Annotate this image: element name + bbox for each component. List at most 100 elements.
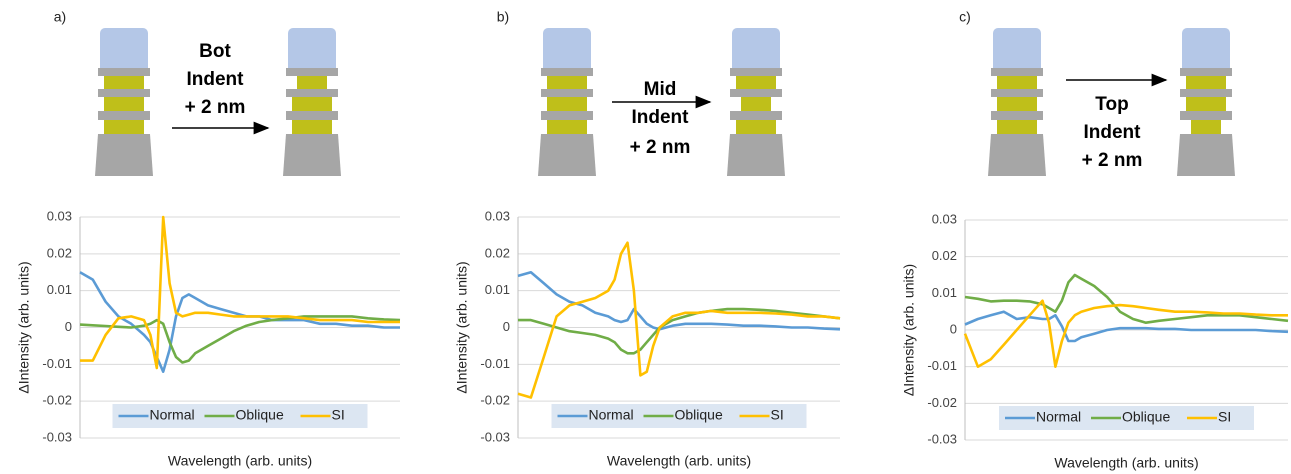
legend-label: SI bbox=[771, 407, 784, 423]
pillar-cap-base bbox=[1182, 58, 1230, 68]
series-line bbox=[518, 307, 841, 355]
pillar-layer bbox=[547, 97, 587, 111]
y-tick-label: 0 bbox=[503, 319, 510, 334]
indent-caption: Bot bbox=[199, 41, 231, 62]
pillar-layer bbox=[1186, 76, 1226, 89]
y-tick-label: -0.02 bbox=[480, 393, 510, 408]
pillar-spacer bbox=[541, 89, 593, 97]
panel-label: b) bbox=[497, 9, 509, 25]
pillar-spacer bbox=[286, 68, 338, 76]
indent-caption: Top bbox=[1095, 94, 1128, 115]
pillar-layer bbox=[997, 120, 1037, 134]
pillar-layer bbox=[297, 76, 327, 89]
pillar-layer bbox=[547, 120, 587, 134]
pillar-spacer bbox=[991, 89, 1043, 97]
pillar-layer bbox=[741, 97, 771, 111]
pillar-base bbox=[538, 134, 596, 176]
y-tick-label: -0.01 bbox=[42, 356, 72, 371]
indent-caption: + 2 nm bbox=[630, 137, 691, 158]
panel-label: a) bbox=[54, 9, 66, 25]
series-line bbox=[517, 241, 841, 399]
x-axis-label: Wavelength (arb. units) bbox=[168, 453, 312, 469]
legend-label: Normal bbox=[150, 407, 195, 423]
y-tick-label: -0.03 bbox=[42, 429, 72, 444]
y-tick-label: -0.03 bbox=[480, 429, 510, 444]
pillar-base bbox=[95, 134, 153, 176]
indent-caption: + 2 nm bbox=[185, 97, 246, 118]
series-line bbox=[79, 315, 401, 364]
pillar-layer bbox=[736, 76, 776, 89]
pillar-cap-base bbox=[993, 58, 1041, 68]
series-line bbox=[80, 215, 400, 370]
y-tick-label: -0.01 bbox=[480, 356, 510, 371]
series-line bbox=[964, 310, 1289, 343]
pillar-spacer bbox=[991, 111, 1043, 120]
pillar-spacer bbox=[730, 89, 782, 97]
series-line bbox=[79, 271, 400, 373]
y-tick-label: -0.02 bbox=[927, 395, 957, 410]
y-tick-label: -0.03 bbox=[927, 431, 957, 446]
pillar-spacer bbox=[541, 111, 593, 120]
pillar-spacer bbox=[98, 68, 150, 76]
pillar-spacer bbox=[1180, 111, 1232, 120]
legend-label: Oblique bbox=[1122, 409, 1170, 425]
pillar-spacer bbox=[1180, 89, 1232, 97]
y-tick-label: 0.01 bbox=[485, 282, 510, 297]
pillar-spacer bbox=[98, 89, 150, 97]
pillar-layer bbox=[104, 97, 144, 111]
legend-label: SI bbox=[332, 407, 345, 423]
indent-caption: + 2 nm bbox=[1082, 150, 1143, 171]
indent-caption: Indent bbox=[1084, 122, 1142, 143]
y-tick-label: 0 bbox=[65, 319, 72, 334]
series-line bbox=[963, 299, 1288, 368]
y-tick-label: 0.01 bbox=[932, 285, 957, 300]
y-axis-label: ΔIntensity (arb. units) bbox=[901, 264, 917, 396]
pillar-cap-base bbox=[288, 58, 336, 68]
y-tick-label: 0.01 bbox=[47, 282, 72, 297]
pillar-base bbox=[988, 134, 1046, 176]
series-line bbox=[517, 271, 841, 331]
pillar-spacer bbox=[98, 111, 150, 120]
pillar-spacer bbox=[730, 68, 782, 76]
pillar-base bbox=[727, 134, 785, 176]
y-tick-label: 0.03 bbox=[485, 208, 510, 223]
pillar-layer bbox=[104, 76, 144, 89]
y-axis-label: ΔIntensity (arb. units) bbox=[454, 261, 470, 393]
pillar-spacer bbox=[991, 68, 1043, 76]
legend-label: Oblique bbox=[236, 407, 284, 423]
pillar-cap-base bbox=[732, 58, 780, 68]
y-tick-label: -0.02 bbox=[42, 393, 72, 408]
x-axis-label: Wavelength (arb. units) bbox=[607, 453, 751, 469]
legend-label: Normal bbox=[1036, 409, 1081, 425]
indent-caption: Indent bbox=[187, 69, 245, 90]
pillar-spacer bbox=[286, 111, 338, 120]
y-tick-label: 0 bbox=[950, 321, 957, 336]
pillar-layer bbox=[1186, 97, 1226, 111]
series-line bbox=[964, 273, 1289, 324]
y-tick-label: -0.01 bbox=[927, 358, 957, 373]
indent-caption: Indent bbox=[632, 107, 690, 128]
y-axis-label: ΔIntensity (arb. units) bbox=[16, 261, 32, 393]
pillar-layer bbox=[104, 120, 144, 134]
pillar-spacer bbox=[286, 89, 338, 97]
pillar-layer bbox=[1191, 120, 1221, 134]
y-tick-label: 0.03 bbox=[932, 211, 957, 226]
pillar-layer bbox=[292, 97, 332, 111]
pillar-spacer bbox=[541, 68, 593, 76]
pillar-spacer bbox=[1180, 68, 1232, 76]
pillar-base bbox=[1177, 134, 1235, 176]
y-tick-label: 0.03 bbox=[47, 208, 72, 223]
y-tick-label: 0.02 bbox=[47, 245, 72, 260]
pillar-layer bbox=[997, 97, 1037, 111]
pillar-layer bbox=[997, 76, 1037, 89]
pillar-cap-base bbox=[100, 58, 148, 68]
legend-label: Normal bbox=[589, 407, 634, 423]
pillar-layer bbox=[292, 120, 332, 134]
legend-label: SI bbox=[1218, 409, 1231, 425]
indent-caption: Mid bbox=[644, 79, 677, 100]
legend-label: Oblique bbox=[675, 407, 723, 423]
y-tick-label: 0.02 bbox=[932, 248, 957, 263]
pillar-spacer bbox=[730, 111, 782, 120]
pillar-base bbox=[283, 134, 341, 176]
